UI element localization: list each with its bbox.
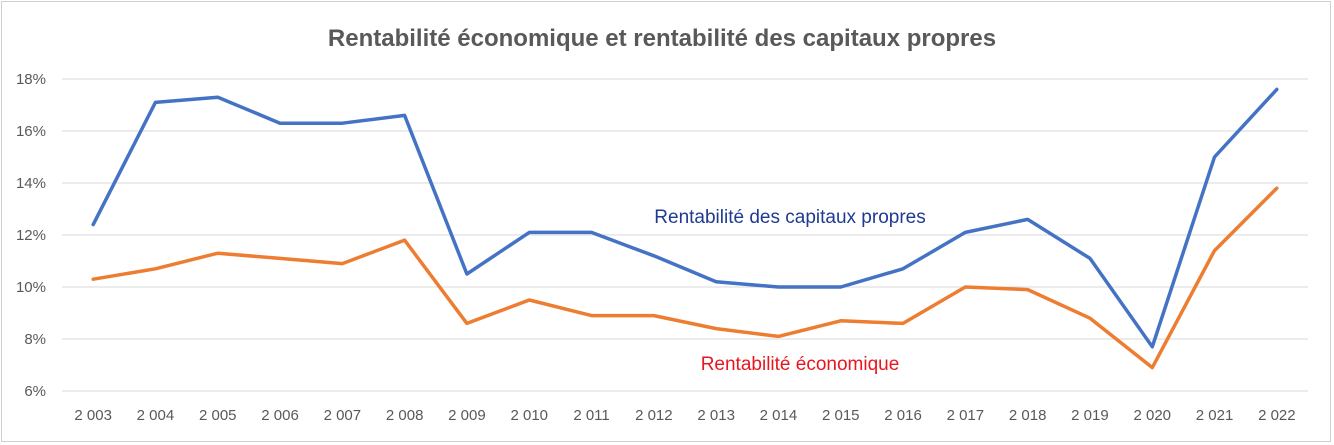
y-tick-label: 12% [16, 227, 46, 244]
gridlines [62, 78, 1308, 392]
x-tick-label: 2 013 [697, 407, 735, 424]
series-lines [91, 87, 1279, 370]
y-tick-label: 18% [16, 71, 46, 88]
x-tick-label: 2 009 [448, 407, 486, 424]
y-tick-label: 14% [16, 175, 46, 192]
x-tick-label: 2 007 [324, 407, 362, 424]
x-tick-label: 2 017 [947, 407, 985, 424]
x-tick-label: 2 020 [1133, 407, 1171, 424]
y-tick-label: 16% [16, 123, 46, 140]
x-tick-label: 2 003 [74, 407, 112, 424]
series-line-1 [91, 186, 1279, 370]
y-axis-tick-labels: 6% 8% 10% 12% 14% 16% 18% [16, 71, 46, 400]
x-tick-label: 2 004 [137, 407, 175, 424]
x-tick-label: 2 022 [1258, 407, 1296, 424]
chart-title: Rentabilité économique et rentabilité de… [328, 25, 996, 52]
x-tick-label: 2 006 [261, 407, 299, 424]
x-tick-label: 2 019 [1071, 407, 1109, 424]
x-tick-label: 2 005 [199, 407, 237, 424]
x-tick-label: 2 021 [1196, 407, 1234, 424]
x-tick-label: 2 018 [1009, 407, 1047, 424]
series-label-capitaux-propres: Rentabilité des capitaux propres [654, 207, 925, 228]
x-tick-label: 2 011 [573, 407, 609, 424]
x-tick-label: 2 008 [386, 407, 424, 424]
series-line-0 [91, 87, 1279, 349]
x-tick-label: 2 014 [760, 407, 798, 424]
series-label-rentabilite-economique: Rentabilité économique [701, 354, 900, 375]
x-tick-label: 2 015 [822, 407, 860, 424]
y-tick-label: 8% [24, 331, 46, 348]
x-tick-label: 2 016 [884, 407, 922, 424]
x-tick-label: 2 012 [635, 407, 673, 424]
y-tick-label: 6% [24, 383, 46, 400]
y-tick-label: 10% [16, 279, 46, 296]
x-axis-tick-labels: 2 003 2 004 2 005 2 006 2 007 2 008 2 009 2 010… [74, 407, 1295, 424]
x-tick-label: 2 010 [510, 407, 548, 424]
